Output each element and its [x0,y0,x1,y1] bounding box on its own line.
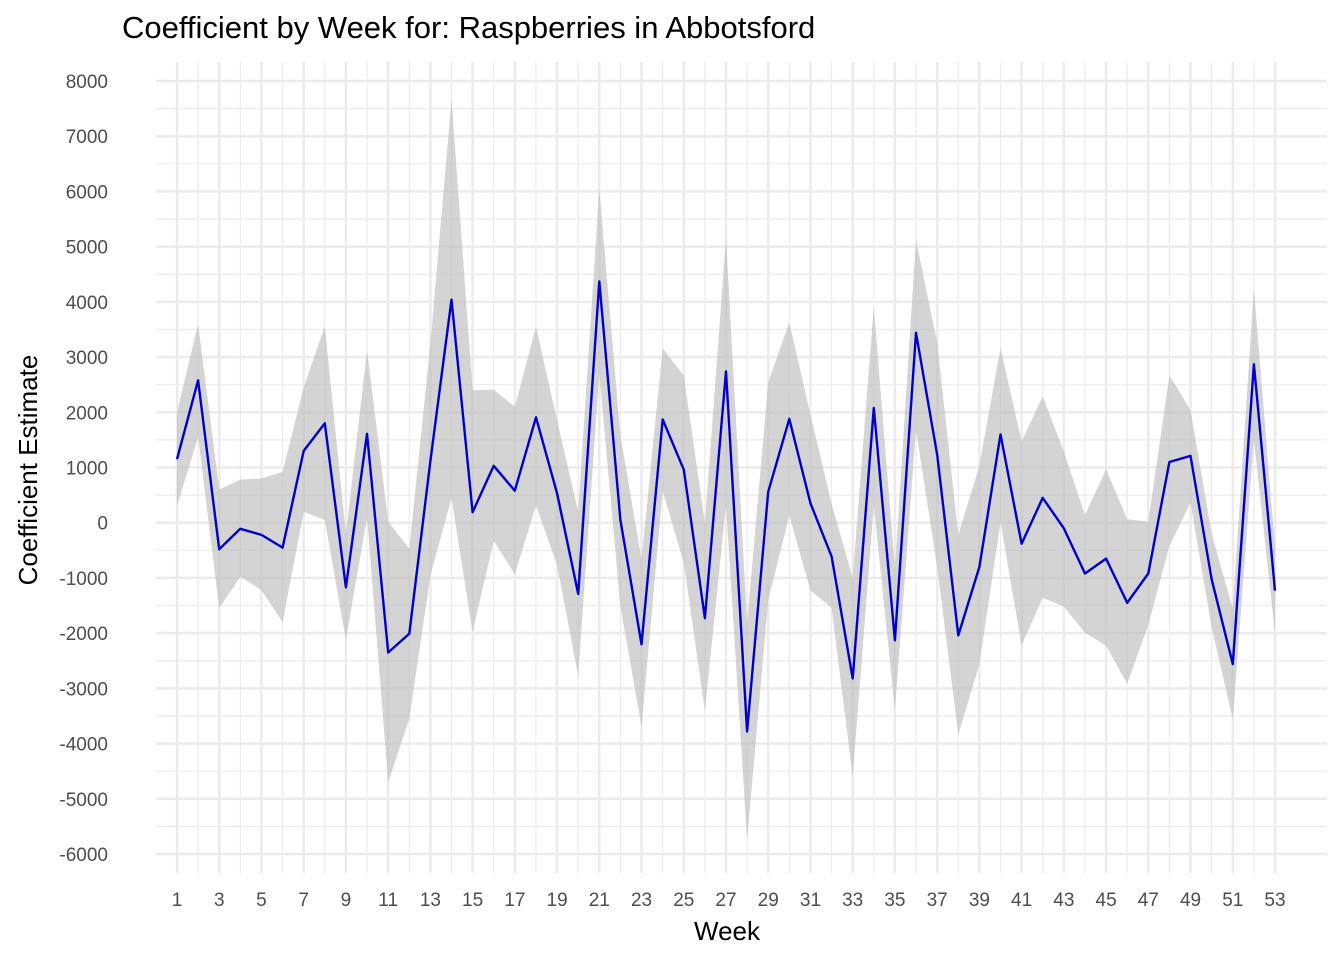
coefficient-line [175,280,1277,733]
x-tick-label: 31 [800,890,821,911]
x-tick-label: 1 [172,890,183,911]
x-tick-label: 27 [715,890,736,911]
x-tick-label: 29 [758,890,779,911]
y-tick-label: 4000 [66,293,108,314]
y-tick-label: 1000 [66,459,108,480]
x-tick-label: 41 [1011,890,1032,911]
confidence-band [177,98,1275,840]
x-tick-label: 9 [341,890,352,911]
x-tick-label: 33 [842,890,863,911]
y-tick-label: -3000 [59,679,108,700]
x-axis-title: Week [694,916,761,946]
y-tick-label: 2000 [66,403,108,424]
y-tick-label: 8000 [66,72,108,93]
x-tick-label: 21 [589,890,610,911]
y-tick-label: -4000 [59,735,108,756]
y-tick-label: -1000 [59,569,108,590]
x-tick-label: 53 [1264,890,1285,911]
x-tick-label: 7 [298,890,309,911]
x-tick-label: 35 [884,890,905,911]
y-tick-label: 6000 [66,182,108,203]
y-tick-label: 5000 [66,238,108,259]
x-tick-label: 37 [927,890,948,911]
chart-title: Coefficient by Week for: Raspberries in … [122,10,815,45]
grid-layer [156,62,1327,873]
x-tick-label: 49 [1180,890,1201,911]
x-tick-label: 39 [969,890,990,911]
x-tick-label: 13 [420,890,441,911]
x-tick-label: 11 [378,890,398,911]
x-tick-label: 25 [673,890,694,911]
y-tick-label: -2000 [59,624,108,645]
x-tick-label: 3 [214,890,225,911]
series-line-layer [175,280,1277,733]
x-tick-label: 5 [256,890,267,911]
x-tick-label: 23 [631,890,652,911]
y-axis-title: Coefficient Estimate [13,355,43,586]
y-tick-label: -5000 [59,790,108,811]
x-tick-label: 51 [1222,890,1243,911]
y-tick-label: 3000 [66,348,108,369]
y-tick-label: -6000 [59,845,108,866]
x-tick-label: 47 [1138,890,1159,911]
y-tick-labels: -6000 -5000 -4000 -3000 -2000 -1000 0 1000 2000 3… [59,72,108,866]
x-tick-label: 19 [547,890,568,911]
x-tick-label: 15 [462,890,483,911]
y-tick-label: 0 [97,514,108,535]
y-tick-label: 7000 [66,127,108,148]
x-tick-labels: 1 3 5 7 9 11 13 15 17 19 21 23 25 27 29 31 33 35 37 39 41 43 4… [172,890,1286,911]
x-tick-label: 17 [504,890,525,911]
x-tick-label: 43 [1053,890,1074,911]
x-tick-label: 45 [1096,890,1117,911]
confidence-band-layer [177,98,1275,840]
